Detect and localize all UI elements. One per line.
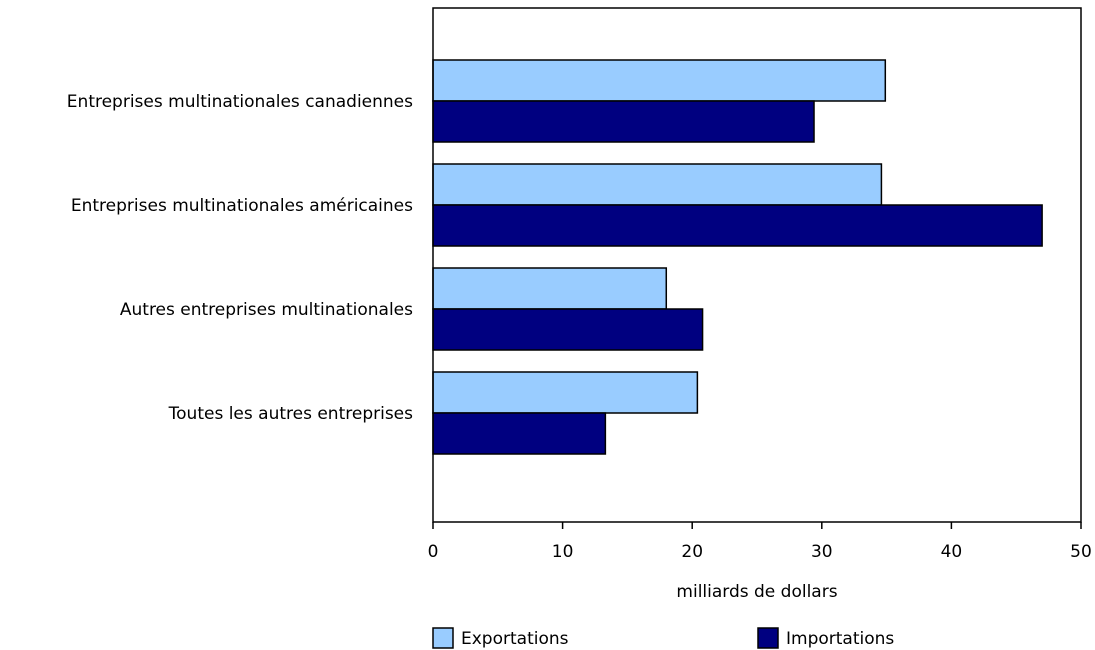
x-tick-label: 40 xyxy=(941,542,963,562)
bar-importations-2 xyxy=(432,204,1043,247)
category-labels: Entreprises multinationales canadiennes E… xyxy=(67,92,413,424)
x-tick-label: 50 xyxy=(1070,542,1092,562)
x-tick-label: 30 xyxy=(811,542,833,562)
bar-exportations-3 xyxy=(432,267,668,310)
plot-area-frame xyxy=(432,7,1082,523)
bar-exportations-4 xyxy=(432,371,699,414)
x-tick-label: 10 xyxy=(552,542,574,562)
bar-exportations-1 xyxy=(432,59,887,102)
x-tick-label: 0 xyxy=(428,542,439,562)
bars-layer xyxy=(432,59,1043,455)
bar-importations-1 xyxy=(432,100,815,143)
bar-exportations-2 xyxy=(432,163,883,206)
category-label: Entreprises multinationales américaines xyxy=(71,196,413,216)
legend: Exportations Importations xyxy=(432,627,894,649)
legend-label-importations: Importations xyxy=(786,629,894,649)
bar-importations-4 xyxy=(432,412,607,455)
legend-swatch-exportations xyxy=(432,627,454,649)
category-label: Toutes les autres entreprises xyxy=(168,404,413,424)
legend-swatch-importations xyxy=(757,627,779,649)
x-axis-ticks: 0 10 20 30 40 50 xyxy=(428,522,1092,562)
legend-label-exportations: Exportations xyxy=(461,629,569,649)
category-label: Autres entreprises multinationales xyxy=(120,300,413,320)
bar-importations-3 xyxy=(432,308,704,351)
x-axis-title: milliards de dollars xyxy=(676,582,837,602)
x-tick-label: 20 xyxy=(681,542,703,562)
category-label: Entreprises multinationales canadiennes xyxy=(67,92,413,112)
